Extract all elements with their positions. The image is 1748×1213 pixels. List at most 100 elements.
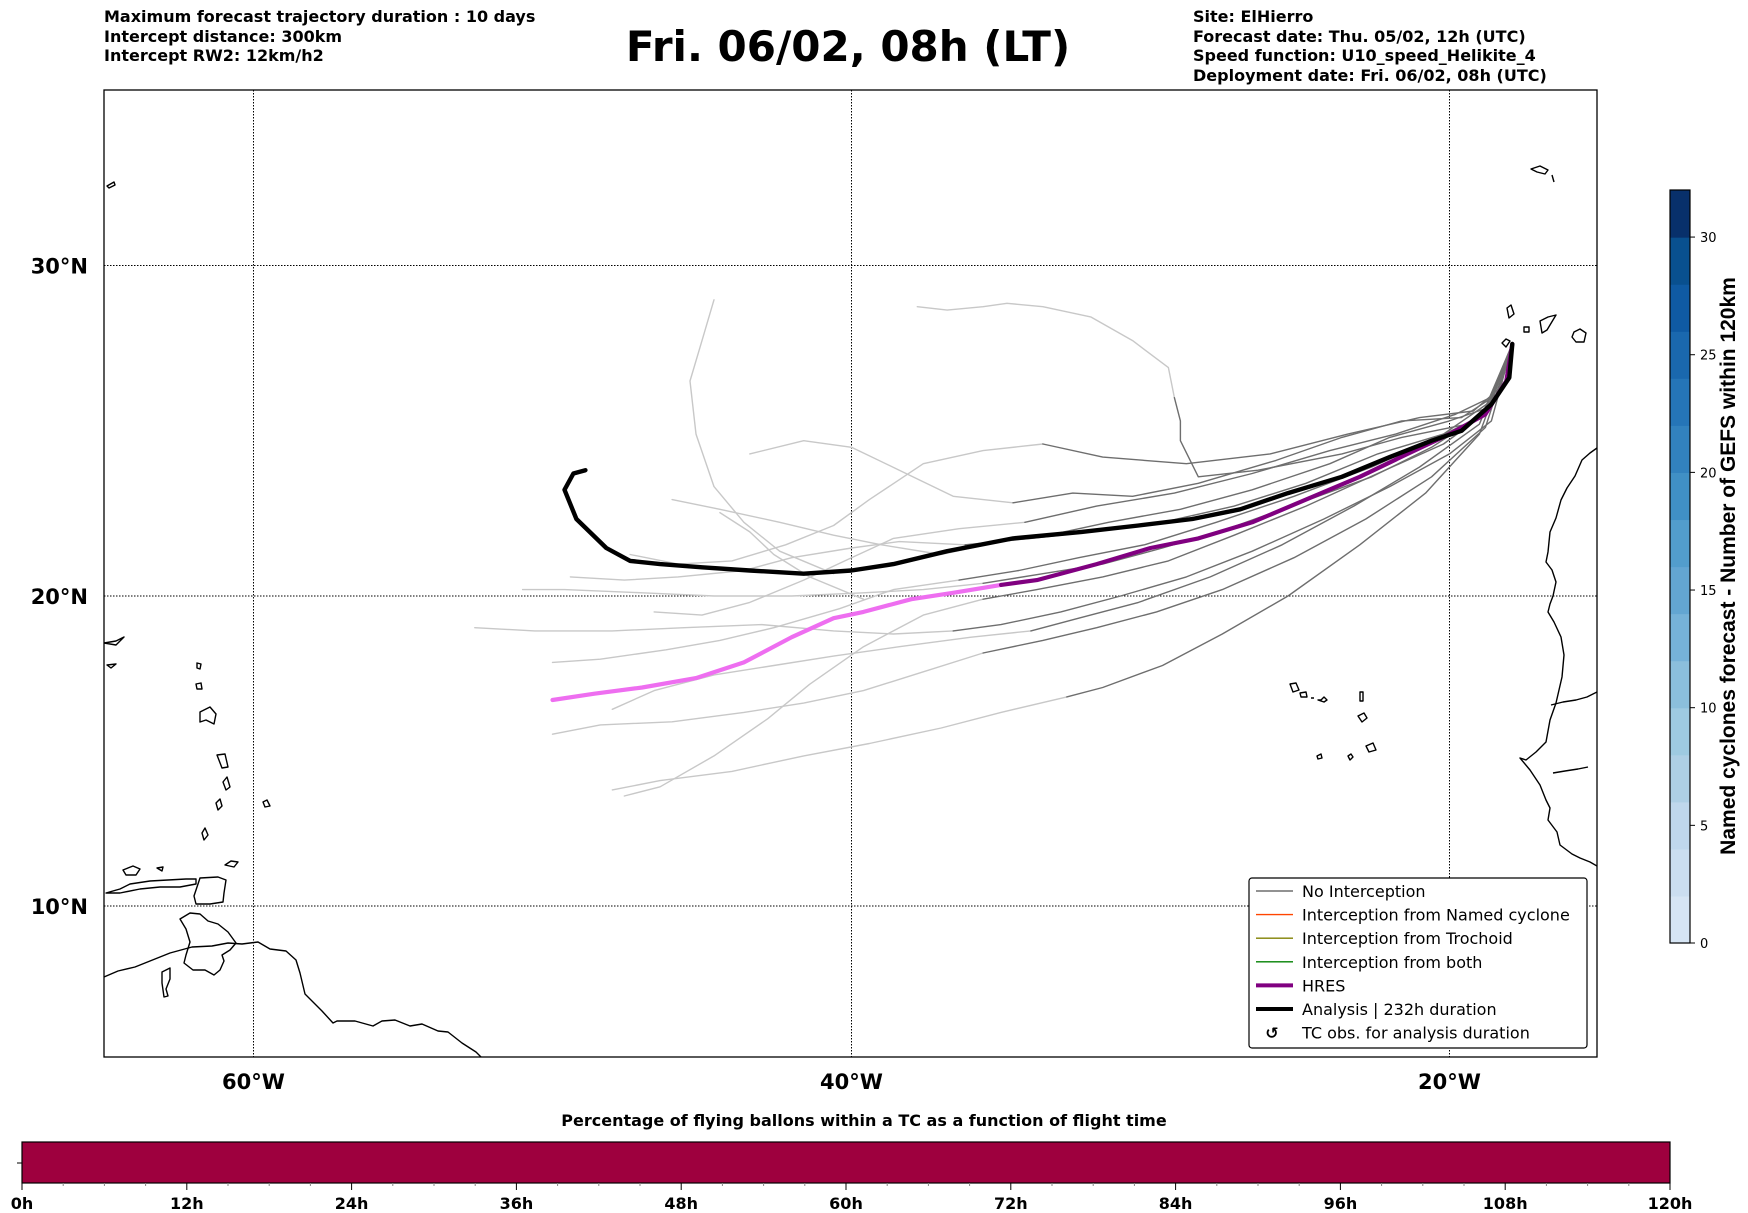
lat-tick-label: 10°N — [31, 895, 88, 919]
colorbar-level — [1670, 848, 1690, 897]
trajectory-no-interception — [689, 299, 835, 575]
colorbar-level — [1670, 519, 1690, 568]
deployment-date-text: Deployment date: Fri. 06/02, 08h (UTC) — [1193, 65, 1547, 85]
colorbar-tick-label: 15 — [1700, 584, 1717, 599]
colorbar-level — [1670, 613, 1690, 662]
island-gran-canaria — [1571, 328, 1587, 343]
island-st-vincent — [201, 827, 209, 841]
timeline-tick-label: 108h — [1483, 1194, 1528, 1213]
legend-label: Interception from Named cyclone — [1302, 906, 1570, 925]
island-cape-verde-1 — [1289, 682, 1300, 693]
legend-box — [1248, 877, 1588, 1049]
colorbar-tick-label: 30 — [1700, 231, 1717, 246]
island-montserrat — [196, 662, 202, 670]
legend-label: TC obs. for analysis duration — [1301, 1024, 1530, 1043]
coast-south-america — [104, 941, 482, 1057]
legend-item-tc-obs: ↺ TC obs. for analysis duration — [1265, 1024, 1530, 1043]
coast-africa-guinea — [1552, 766, 1589, 774]
legend: No Interception Interception from Named c… — [1248, 877, 1588, 1049]
coast-trinidad — [193, 876, 227, 905]
coastlines — [104, 165, 1597, 1057]
trajectories — [474, 299, 1515, 797]
trajectory-no-interception — [749, 440, 1014, 504]
header-metadata: Site: ElHierro Forecast date: Thu. 05/02… — [1193, 7, 1547, 85]
forecast-date-text: Forecast date: Thu. 05/02, 12h (UTC) — [1193, 26, 1526, 46]
trajectory-no-interception — [623, 598, 984, 797]
island-curacao — [161, 967, 171, 998]
colorbar-level — [1670, 378, 1690, 426]
colorbar-level — [1670, 331, 1690, 379]
trajectory-no-interception — [474, 623, 954, 635]
trajectory-no-interception — [1066, 343, 1513, 698]
chart-title: Fri. 06/02, 08h (LT) — [0, 22, 1700, 71]
trajectory-hres — [550, 582, 1004, 703]
coast-north-venezuela — [105, 878, 197, 894]
island-st-lucia — [215, 798, 223, 811]
trajectory-no-interception — [952, 343, 1513, 632]
colorbar-level — [1670, 707, 1690, 756]
colorbar-level — [1670, 566, 1690, 615]
island-cape-verde-3 — [1359, 691, 1364, 702]
island-dominica — [216, 753, 229, 769]
legend-item-trochoid: Interception from Trochoid — [1256, 929, 1513, 948]
legend-item-named-cyclone: Interception from Named cyclone — [1256, 906, 1570, 925]
colorbar-level — [1670, 425, 1690, 473]
island-virgin — [104, 636, 125, 669]
timeline-tick-label: 120h — [1648, 1194, 1693, 1213]
timeline-tick-label: 96h — [1324, 1194, 1358, 1213]
trajectory-hres — [998, 341, 1515, 587]
lat-tick-label: 30°N — [31, 254, 88, 278]
timeline-tick-label: 60h — [829, 1194, 863, 1213]
trajectory-no-interception — [611, 696, 1068, 791]
trajectory-no-interception — [719, 511, 865, 600]
lon-tick-label: 20°W — [1418, 1070, 1481, 1094]
coast-venezuela-peninsula — [179, 912, 237, 976]
trajectory-no-interception — [551, 579, 960, 664]
lon-tick-label: 60°W — [222, 1070, 285, 1094]
island-cape-verde-2 — [1299, 691, 1328, 703]
island-guadeloupe — [199, 706, 217, 725]
lat-tick-label: 20°N — [31, 585, 88, 609]
island-la-gomera — [1523, 326, 1530, 333]
colorbar-tick-label: 10 — [1700, 702, 1717, 717]
map-frame — [103, 89, 1598, 1058]
trajectory-no-interception — [1000, 343, 1513, 543]
site-text: Site: ElHierro — [1193, 7, 1314, 26]
timeline-fill-bar — [22, 1142, 1670, 1183]
axis-labels: 60°W 40°W 20°W 30°N 20°N 10°N — [31, 254, 1481, 1094]
trajectory-no-interception — [611, 630, 1032, 710]
colorbar-tick-label: 5 — [1700, 819, 1708, 834]
island-cape-verde-6 — [1347, 753, 1354, 761]
island-la-palma — [1506, 304, 1515, 319]
colorbar-level — [1670, 801, 1690, 850]
colorbar-level — [1670, 237, 1690, 285]
colorbar-tick-label: 25 — [1700, 349, 1717, 364]
legend-item-analysis: Analysis | 232h duration — [1256, 1000, 1497, 1019]
island-tobago — [156, 866, 164, 872]
timeline-title: Percentage of flying ballons within a TC… — [561, 1111, 1167, 1130]
timeline-tick-label: 48h — [664, 1194, 698, 1213]
tc-percentage-timeline: Percentage of flying ballons within a TC… — [11, 1111, 1693, 1213]
intercept-distance-text: Intercept distance: 300km — [104, 26, 343, 46]
colorbar-label: Named cyclones forecast - Number of GEFS… — [1717, 277, 1740, 855]
tc-obs-marker-icon: ↺ — [1265, 1024, 1278, 1043]
island-martinique — [222, 776, 231, 791]
island-barbados — [262, 799, 271, 808]
colorbar-tick-label: 20 — [1700, 466, 1717, 481]
trajectory-no-interception — [629, 443, 1044, 565]
intercept-rw2-text: Intercept RW2: 12km/h2 — [104, 46, 324, 65]
island-tenerife — [1539, 314, 1557, 334]
island-margarita — [122, 865, 141, 876]
trajectory-no-interception — [551, 652, 984, 735]
trajectory-no-interception — [653, 521, 1026, 616]
coast-africa — [1519, 447, 1597, 867]
legend-label: Analysis | 232h duration — [1302, 1000, 1497, 1019]
colorbar: 0 5 10 15 20 25 30 Named cyclones forecast - N… — [1669, 189, 1740, 952]
trajectory-analysis — [562, 341, 1515, 576]
max-duration-text: Maximum forecast trajectory duration : 1… — [104, 7, 536, 26]
island-el-hierro — [1501, 338, 1511, 348]
colorbar-level — [1670, 284, 1690, 332]
coast-africa-gambia — [1550, 691, 1597, 706]
timeline-tick-label: 72h — [994, 1194, 1028, 1213]
